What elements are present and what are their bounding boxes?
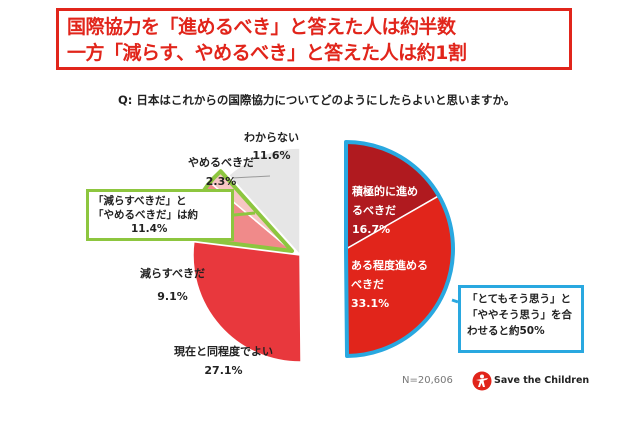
title-box: 国際協力を「進めるべき」と答えた人は約半数 一方「減らす、やめるべき」と答えた人… bbox=[56, 8, 572, 70]
callout-right-line-2: 「ややそう思う」を合 bbox=[467, 309, 572, 321]
label-same-as-now: 現在と同程度でよい 27.1% bbox=[174, 344, 273, 378]
slice-value-somewhat-promote: 33.1% bbox=[351, 297, 390, 310]
slice-name-reduce: 減らすべきだ bbox=[140, 267, 206, 280]
slice-name-same-as-now: 現在と同程度でよい bbox=[174, 345, 273, 358]
callout-left-line-1: 「減らすべきだ」と bbox=[93, 195, 187, 207]
callout-right-line-1: 「とてもそう思う」と bbox=[467, 293, 571, 305]
slice-value-stop: 2.3% bbox=[205, 175, 237, 188]
callout-right-line-3: わせると約50% bbox=[467, 325, 545, 337]
logo-text: Save the Children bbox=[494, 375, 590, 386]
label-reduce: 減らすべきだ 9.1% bbox=[140, 266, 205, 304]
save-the-children-icon bbox=[472, 371, 492, 391]
slice-value-dont-know: 11.6% bbox=[252, 149, 291, 162]
question-text: Q: 日本はこれからの国際協力についてどのようにしたらよいと思いますか。 bbox=[118, 93, 516, 107]
highlight-promote-outline bbox=[344, 140, 455, 358]
slice-name-actively-promote: 積極的に進めるべきだ bbox=[352, 185, 418, 217]
title-line-2: 一方「減らす、やめるべき」と答えた人は約1割 bbox=[67, 42, 467, 64]
callout-promote: 「とてもそう思う」と 「ややそう思う」を合 わせると約50% bbox=[458, 285, 584, 353]
slice-value-same-as-now: 27.1% bbox=[204, 364, 243, 377]
slice-name-somewhat-promote: ある程度進めるべきだ bbox=[351, 259, 428, 291]
label-somewhat-promote: ある程度進めるべきだ 33.1% bbox=[351, 256, 429, 311]
callout-reduce-stop: 「減らすべきだ」と 「やめるべきだ」は約 11.4% bbox=[86, 189, 234, 241]
pie-slice-same-as-now bbox=[192, 240, 302, 363]
callout-left-connector bbox=[233, 211, 256, 217]
sample-size: N=20,606 bbox=[402, 375, 453, 386]
save-the-children-logo: Save the Children bbox=[472, 371, 589, 393]
slice-name-dont-know: わからない bbox=[244, 131, 299, 144]
label-stop: やめるべきだ 2.3% bbox=[188, 155, 254, 189]
title-line-1: 国際協力を「進めるべき」と答えた人は約半数 bbox=[67, 16, 456, 38]
callout-left-line-2: 「やめるべきだ」は約 bbox=[93, 209, 198, 221]
callout-left-line-3: 11.4% bbox=[131, 223, 168, 235]
pie-slice-dont-know bbox=[227, 147, 301, 257]
label-actively-promote: 積極的に進めるべきだ 16.7% bbox=[352, 182, 420, 237]
slice-value-actively-promote: 16.7% bbox=[352, 223, 391, 236]
callout-right-connector bbox=[451, 298, 459, 304]
label-dont-know: わからない 11.6% bbox=[244, 130, 299, 163]
slice-value-reduce: 9.1% bbox=[157, 290, 188, 303]
leader-line-stop bbox=[231, 175, 271, 179]
slice-name-stop: やめるべきだ bbox=[188, 156, 254, 169]
